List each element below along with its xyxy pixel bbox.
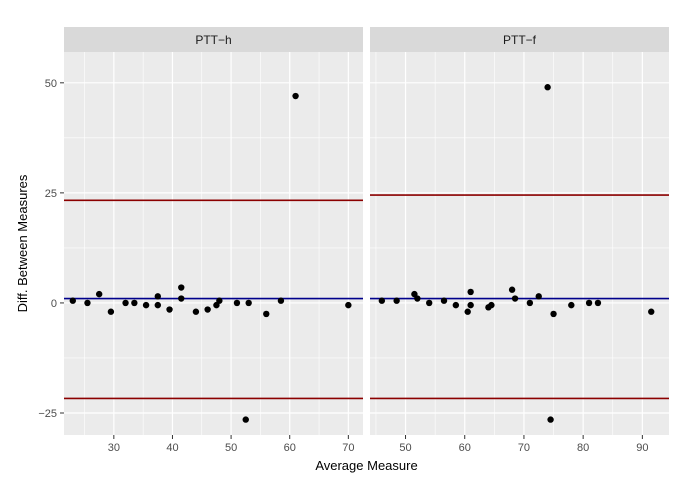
data-point — [154, 301, 162, 309]
panel-1-x-axis: 30 40 50 60 70 — [108, 435, 354, 454]
data-point — [233, 299, 241, 307]
data-point — [242, 416, 249, 423]
data-point — [192, 308, 200, 315]
x-tick-label: 50 — [225, 442, 237, 454]
panel-1-points — [69, 92, 352, 423]
x-axis-title: Average Measure — [315, 458, 417, 473]
data-point — [535, 293, 542, 300]
y-tick-label: −25 — [38, 408, 57, 420]
data-point — [464, 308, 471, 315]
y-axis: −25 0 25 50 — [38, 78, 64, 420]
data-point — [585, 299, 593, 307]
data-point — [488, 301, 495, 309]
data-point — [426, 299, 433, 307]
y-tick-label: 50 — [45, 78, 57, 90]
data-point — [544, 84, 551, 91]
data-point — [345, 301, 352, 309]
data-point — [467, 288, 474, 296]
data-point — [568, 301, 575, 309]
data-point — [378, 297, 386, 304]
panel-2-x-axis: 50 60 70 80 90 — [399, 435, 648, 454]
data-point — [142, 301, 150, 309]
x-tick-label: 60 — [284, 442, 296, 454]
panel-2-strip — [370, 27, 669, 52]
data-point — [526, 299, 534, 307]
data-point — [594, 299, 602, 307]
data-point — [263, 310, 270, 318]
data-point — [84, 299, 91, 307]
data-point — [178, 295, 185, 302]
data-point — [154, 293, 162, 300]
data-point — [204, 306, 211, 313]
panel-1-strip-label: PTT−h — [195, 33, 231, 47]
data-point — [245, 299, 252, 307]
data-point — [414, 295, 421, 302]
panel-1-background — [64, 52, 363, 435]
data-point — [166, 306, 173, 313]
data-point — [292, 92, 299, 100]
x-tick-label: 90 — [636, 442, 648, 454]
data-point — [393, 297, 400, 304]
data-point — [216, 297, 223, 304]
data-point — [648, 308, 655, 315]
x-tick-label: 60 — [459, 442, 471, 454]
data-point — [69, 297, 76, 304]
y-tick-label: 0 — [51, 298, 57, 310]
data-point — [508, 286, 516, 293]
data-point — [95, 290, 103, 298]
data-point — [178, 284, 185, 291]
data-point — [440, 297, 448, 304]
data-point — [122, 299, 129, 307]
data-point — [452, 301, 460, 309]
panel-2-strip-label: PTT−f — [503, 33, 537, 47]
data-point — [550, 310, 557, 318]
data-point — [131, 299, 138, 307]
x-tick-label: 70 — [518, 442, 530, 454]
panel-2-grid — [370, 52, 669, 435]
data-point — [547, 416, 554, 423]
x-tick-label: 80 — [577, 442, 589, 454]
panel-1-reference-lines — [64, 199, 363, 400]
panel-2-background — [370, 52, 669, 435]
x-tick-label: 30 — [108, 442, 120, 454]
x-tick-label: 50 — [399, 442, 411, 454]
x-tick-label: 40 — [166, 442, 178, 454]
y-axis-title: Diff. Between Measures — [15, 174, 30, 312]
data-point — [107, 308, 115, 315]
panel-1-grid — [64, 52, 363, 435]
x-tick-label: 70 — [342, 442, 354, 454]
data-point — [467, 301, 474, 309]
panel-2-points — [378, 84, 655, 423]
data-point — [511, 295, 519, 302]
y-tick-label: 25 — [45, 188, 57, 200]
panel-1-strip — [64, 27, 363, 52]
data-point — [277, 297, 285, 304]
